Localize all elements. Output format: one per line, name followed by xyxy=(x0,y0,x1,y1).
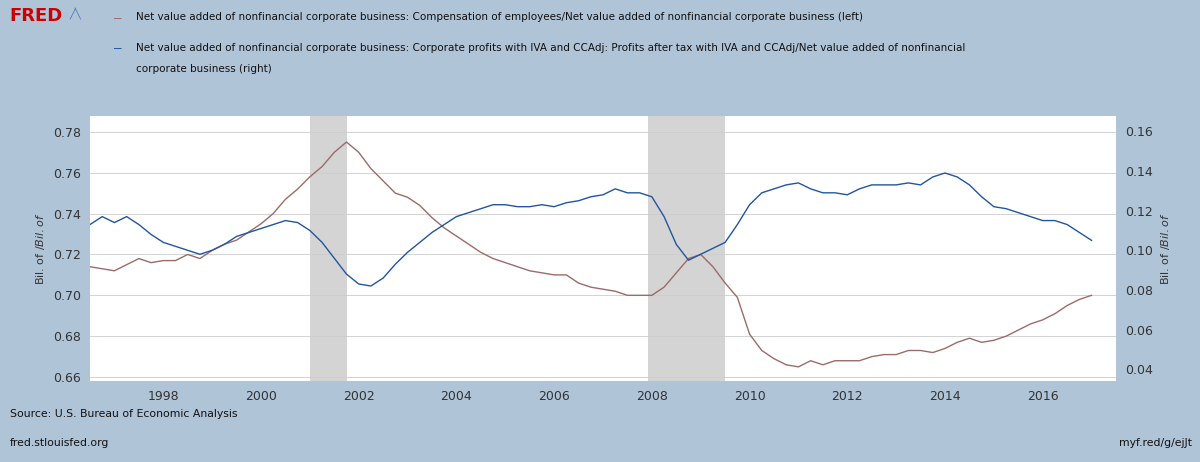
Text: myf.red/g/ejJt: myf.red/g/ejJt xyxy=(1118,438,1192,448)
Text: fred.stlouisfed.org: fred.stlouisfed.org xyxy=(10,438,109,448)
Text: Source: U.S. Bureau of Economic Analysis: Source: U.S. Bureau of Economic Analysis xyxy=(10,409,238,419)
Y-axis label: Bil. of $/Bil. of $: Bil. of $/Bil. of $ xyxy=(1158,212,1171,285)
Text: FRED: FRED xyxy=(10,7,62,25)
Text: Net value added of nonfinancial corporate business: Corporate profits with IVA a: Net value added of nonfinancial corporat… xyxy=(136,43,965,53)
Bar xyxy=(310,116,347,381)
Bar xyxy=(648,116,725,381)
Y-axis label: Bil. of $/Bil. of $: Bil. of $/Bil. of $ xyxy=(35,212,48,285)
Text: —: — xyxy=(114,43,121,55)
Text: ╱╲: ╱╲ xyxy=(70,7,82,18)
Text: Net value added of nonfinancial corporate business: Compensation of employees/Ne: Net value added of nonfinancial corporat… xyxy=(136,12,863,22)
Text: corporate business (right): corporate business (right) xyxy=(136,64,271,74)
Text: —: — xyxy=(114,12,121,24)
